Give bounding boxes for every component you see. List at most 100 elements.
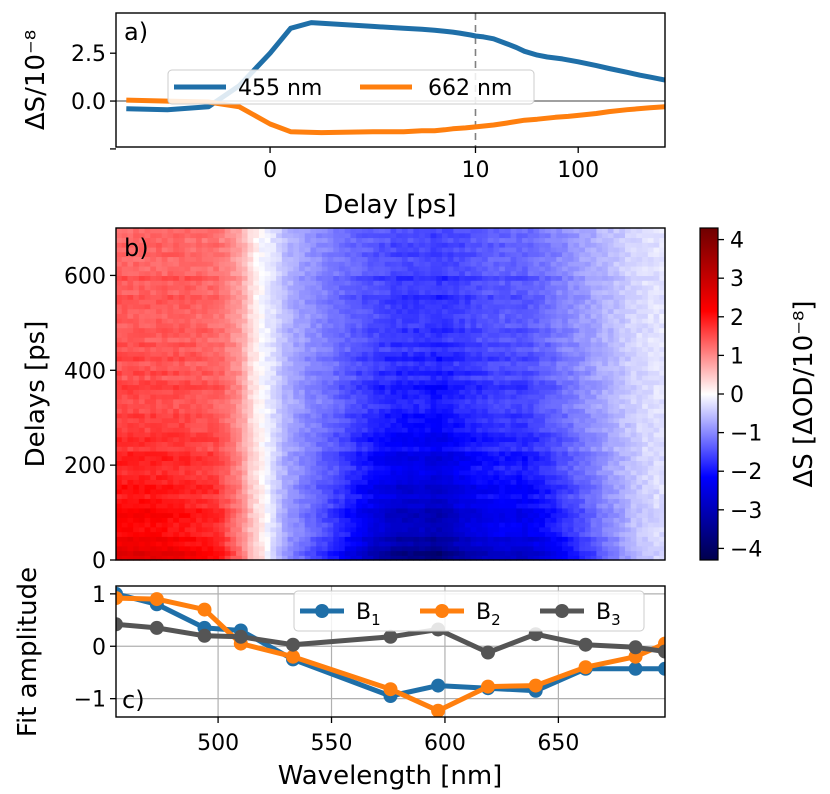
heatmap-cell bbox=[201, 422, 209, 428]
heatmap-cell bbox=[579, 550, 586, 556]
heatmap-cell bbox=[584, 503, 592, 509]
heatmap-cell bbox=[436, 545, 443, 552]
heatmap-cell bbox=[459, 484, 466, 490]
heatmap-cell bbox=[407, 493, 414, 499]
heatmap-cell bbox=[642, 356, 649, 362]
heatmap-cell bbox=[499, 455, 506, 461]
heatmap-cell bbox=[487, 417, 495, 424]
heatmap-cell bbox=[441, 517, 449, 523]
heatmap-cell bbox=[350, 455, 357, 461]
heatmap-cell bbox=[613, 384, 620, 390]
heatmap-cell bbox=[636, 360, 643, 367]
heatmap-cell bbox=[590, 479, 597, 485]
heatmap-cell bbox=[321, 531, 329, 537]
heatmap-cell bbox=[224, 356, 231, 362]
heatmap-cell bbox=[361, 493, 369, 499]
heatmap-cell bbox=[590, 322, 597, 329]
heatmap-cell bbox=[230, 498, 237, 504]
heatmap-cell bbox=[653, 351, 660, 357]
heatmap-cell bbox=[430, 351, 437, 357]
heatmap-cell bbox=[390, 408, 397, 414]
heatmap-cell bbox=[556, 526, 563, 533]
heatmap-cell bbox=[339, 389, 346, 395]
heatmap-cell bbox=[144, 351, 151, 357]
heatmap-cell bbox=[178, 441, 186, 447]
heatmap-cell bbox=[607, 455, 615, 461]
heatmap-cell bbox=[562, 356, 569, 362]
heatmap-cell bbox=[379, 313, 386, 319]
heatmap-cell bbox=[241, 431, 249, 438]
heatmap-cell bbox=[133, 394, 140, 400]
heatmap-cell bbox=[527, 332, 535, 338]
heatmap-cell bbox=[407, 394, 414, 400]
heatmap-cell bbox=[236, 484, 243, 490]
heatmap-cell bbox=[253, 337, 260, 343]
heatmap-cell bbox=[653, 322, 660, 329]
heatmap-cell bbox=[127, 474, 134, 480]
heatmap-cell bbox=[453, 370, 460, 376]
heatmap-cell bbox=[596, 322, 603, 329]
heatmap-cell bbox=[173, 512, 180, 518]
heatmap-cell bbox=[201, 427, 209, 433]
heatmap-cell bbox=[230, 512, 237, 518]
heatmap-cell bbox=[213, 351, 220, 357]
heatmap-cell bbox=[533, 526, 540, 533]
heatmap-cell bbox=[167, 441, 174, 447]
heatmap-cell bbox=[527, 322, 535, 329]
heatmap-cell bbox=[447, 493, 455, 499]
heatmap-cell bbox=[150, 422, 157, 428]
heatmap-cell bbox=[156, 341, 163, 348]
heatmap-cell bbox=[253, 375, 260, 381]
heatmap-cell bbox=[430, 465, 437, 471]
heatmap-cell bbox=[419, 389, 426, 395]
heatmap-cell bbox=[379, 522, 386, 528]
heatmap-cell bbox=[379, 346, 386, 352]
heatmap-cell bbox=[602, 337, 609, 343]
heatmap-cell bbox=[550, 531, 557, 537]
heatmap-cell bbox=[327, 384, 334, 390]
heatmap-cell bbox=[453, 351, 460, 357]
heatmap-cell bbox=[476, 517, 483, 523]
heatmap-cell bbox=[573, 427, 580, 433]
heatmap-cell bbox=[413, 384, 420, 390]
heatmap-cell bbox=[539, 332, 546, 338]
heatmap-cell bbox=[230, 479, 237, 485]
heatmap-cell bbox=[636, 379, 643, 386]
heatmap-cell bbox=[476, 446, 483, 452]
heatmap-cell bbox=[161, 327, 169, 333]
heatmap-cell bbox=[487, 522, 495, 528]
heatmap-cell bbox=[213, 313, 220, 319]
heatmap-cell bbox=[258, 360, 266, 367]
heatmap-cell bbox=[361, 503, 369, 509]
heatmap-cell bbox=[207, 346, 214, 352]
heatmap-cell bbox=[424, 517, 432, 523]
heatmap-cell bbox=[150, 427, 157, 433]
heatmap-cell bbox=[196, 322, 203, 329]
heatmap-cell bbox=[562, 394, 569, 400]
heatmap-cell bbox=[361, 474, 369, 480]
heatmap-cell bbox=[459, 370, 466, 376]
heatmap-cell bbox=[550, 512, 557, 518]
heatmap-cell bbox=[138, 507, 146, 514]
heatmap-cell bbox=[647, 484, 655, 490]
heatmap-cell bbox=[647, 469, 655, 476]
heatmap-cell bbox=[361, 479, 369, 485]
heatmap-cell bbox=[624, 327, 632, 333]
heatmap-cell bbox=[584, 446, 592, 452]
heatmap-cell bbox=[350, 394, 357, 400]
heatmap-cell bbox=[207, 356, 214, 362]
heatmap-cell bbox=[281, 403, 289, 409]
heatmap-cell bbox=[333, 441, 340, 447]
heatmap-cell bbox=[590, 417, 597, 424]
heatmap-cell bbox=[556, 403, 563, 409]
heatmap-cell bbox=[218, 541, 226, 547]
heatmap-cell bbox=[316, 460, 323, 466]
heatmap-cell bbox=[213, 441, 220, 447]
heatmap-cell bbox=[584, 436, 592, 443]
heatmap-cell bbox=[430, 545, 437, 552]
heatmap-cell bbox=[127, 332, 134, 338]
heatmap-cell bbox=[224, 507, 231, 514]
heatmap-cell bbox=[339, 313, 346, 319]
heatmap-cell bbox=[150, 555, 157, 561]
x-axis-label: Delay [ps] bbox=[323, 190, 456, 220]
